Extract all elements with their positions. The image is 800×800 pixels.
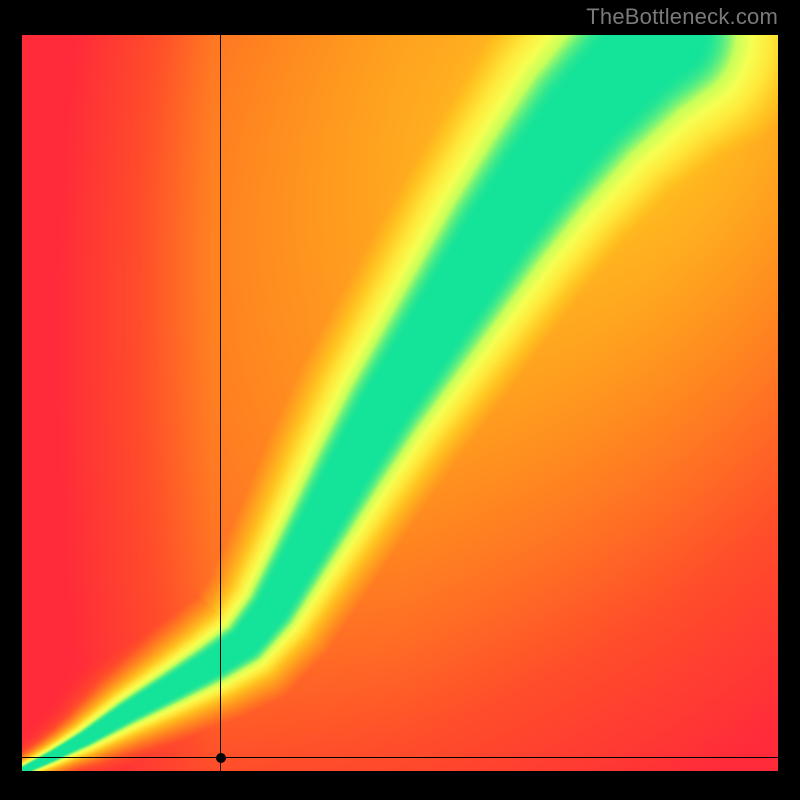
crosshair-horizontal — [22, 757, 778, 758]
crosshair-marker — [216, 753, 226, 763]
heatmap-canvas — [22, 35, 778, 771]
watermark-text: TheBottleneck.com — [586, 4, 778, 30]
heatmap-plot — [22, 35, 778, 771]
crosshair-vertical — [220, 35, 221, 771]
chart-container: TheBottleneck.com — [0, 0, 800, 800]
